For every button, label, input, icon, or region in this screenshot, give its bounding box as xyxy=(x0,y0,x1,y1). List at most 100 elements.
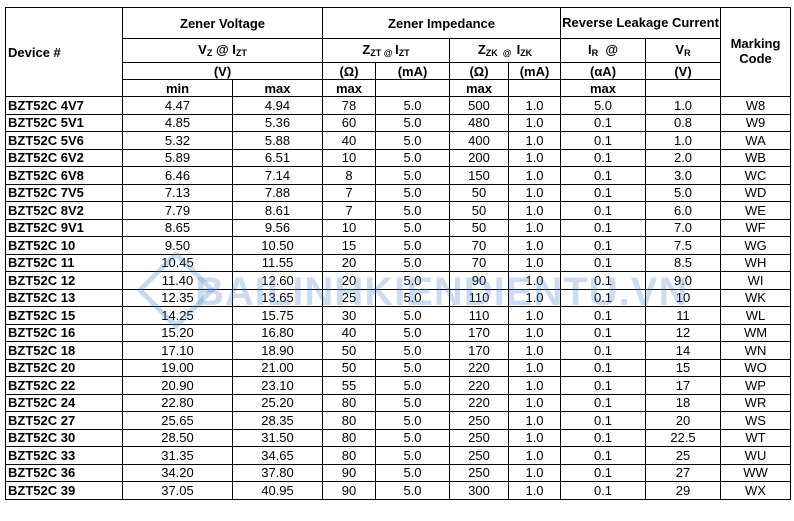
value-cell: 8 xyxy=(322,166,377,185)
value-cell: 1.0 xyxy=(508,341,562,360)
value-cell: WA xyxy=(720,131,792,150)
value-cell: 5.0 xyxy=(375,113,451,132)
value-cell: 0.1 xyxy=(560,411,647,430)
value-cell: WX xyxy=(720,481,792,500)
device-cell: BZT52C 15 xyxy=(5,306,123,325)
value-cell: 1.0 xyxy=(508,428,562,447)
value-cell: 5.0 xyxy=(375,463,451,482)
value-cell: WE xyxy=(720,201,792,220)
value-cell: 50 xyxy=(449,201,510,220)
value-cell: 8.5 xyxy=(645,253,722,272)
value-cell: 5.0 xyxy=(645,183,722,202)
value-cell: 300 xyxy=(449,481,510,500)
value-cell: 220 xyxy=(449,393,510,412)
header-sub: @ xyxy=(381,48,396,58)
value-cell: 20.90 xyxy=(122,376,233,395)
value-cell: 5.0 xyxy=(375,271,451,290)
value-cell: 20 xyxy=(322,253,377,272)
value-cell: 0.1 xyxy=(560,166,647,185)
value-cell: 34.20 xyxy=(122,463,233,482)
device-cell: BZT52C 11 xyxy=(5,253,123,272)
value-cell: 50 xyxy=(449,183,510,202)
device-cell: BZT52C 22 xyxy=(5,376,123,395)
value-cell: WP xyxy=(720,376,792,395)
value-cell: 170 xyxy=(449,341,510,360)
value-cell: 7.79 xyxy=(122,201,233,220)
value-cell: W9 xyxy=(720,113,792,132)
device-cell: BZT52C 6V8 xyxy=(5,166,123,185)
value-cell: 5.0 xyxy=(375,253,451,272)
value-cell: 40.95 xyxy=(231,481,324,500)
device-cell: BZT52C 36 xyxy=(5,463,123,482)
device-cell: BZT52C 20 xyxy=(5,358,123,377)
device-cell: BZT52C 33 xyxy=(5,446,123,465)
table-row: BZT52C 8V2 7.79 8.61 7 5.0 50 1.0 0.1 6.0 WE xyxy=(5,201,792,220)
value-cell: 40 xyxy=(322,131,377,150)
value-cell: 14.25 xyxy=(122,306,233,325)
value-cell: 25.20 xyxy=(231,393,324,412)
value-cell: 9.0 xyxy=(645,271,722,290)
value-cell: 1.0 xyxy=(508,271,562,290)
value-cell: WR xyxy=(720,393,792,412)
header-sub: ZT xyxy=(235,48,247,58)
value-cell: 1.0 xyxy=(508,148,562,167)
header-sub: ZK xyxy=(485,48,498,58)
value-cell: WG xyxy=(720,236,792,255)
value-cell: 70 xyxy=(449,253,510,272)
value-cell: 5.89 xyxy=(122,148,233,167)
value-cell: 9.56 xyxy=(231,218,324,237)
value-cell: 12.35 xyxy=(122,288,233,307)
value-cell: 250 xyxy=(449,446,510,465)
table-row: BZT52C 6V2 5.89 6.51 10 5.0 200 1.0 0.1 2.0 WB xyxy=(5,148,792,167)
value-cell: 50 xyxy=(322,341,377,360)
table-row: BZT52C 15 14.25 15.75 30 5.0 110 1.0 0.1 11 WL xyxy=(5,306,792,325)
value-cell: 7.14 xyxy=(231,166,324,185)
value-cell: 29 xyxy=(645,481,722,500)
value-cell: 1.0 xyxy=(508,411,562,430)
value-cell: 55 xyxy=(322,376,377,395)
value-cell: 13.65 xyxy=(231,288,324,307)
value-cell: 0.1 xyxy=(560,253,647,272)
table-row: BZT52C 18 17.10 18.90 50 5.0 170 1.0 0.1 14 WN xyxy=(5,341,792,360)
value-cell: 1.0 xyxy=(508,446,562,465)
value-cell: 4.85 xyxy=(122,113,233,132)
value-cell: 90 xyxy=(449,271,510,290)
value-cell: 17.10 xyxy=(122,341,233,360)
device-cell: BZT52C 5V1 xyxy=(5,113,123,132)
header-sub: @ xyxy=(497,48,517,58)
table-body: BZT52C 4V7 4.47 4.94 78 5.0 500 1.0 5.0 1.0 W8 BZT… xyxy=(5,96,792,500)
value-cell: 220 xyxy=(449,358,510,377)
unit-cell: (αA) xyxy=(560,62,647,80)
device-cell: BZT52C 7V5 xyxy=(5,183,123,202)
header-sub: ZT xyxy=(370,48,382,58)
value-cell: 7.0 xyxy=(645,218,722,237)
value-cell: 90 xyxy=(322,463,377,482)
value-cell: 0.1 xyxy=(560,463,647,482)
value-cell: WW xyxy=(720,463,792,482)
empty-cell xyxy=(375,79,451,97)
header-sub: R xyxy=(591,48,599,58)
value-cell: 480 xyxy=(449,113,510,132)
value-cell: 22.80 xyxy=(122,393,233,412)
value-cell: 250 xyxy=(449,463,510,482)
value-cell: WS xyxy=(720,411,792,430)
header-cell: ZZK @ IZK xyxy=(449,38,562,63)
value-cell: 5.0 xyxy=(375,481,451,500)
value-cell: 30 xyxy=(322,306,377,325)
value-cell: W8 xyxy=(720,96,792,115)
value-cell: 1.0 xyxy=(508,183,562,202)
value-cell: 5.0 xyxy=(375,428,451,447)
table-row: BZT52C 11 10.45 11.55 20 5.0 70 1.0 0.1 8.5 WH xyxy=(5,253,792,272)
device-cell: BZT52C 30 xyxy=(5,428,123,447)
value-cell: 19.00 xyxy=(122,358,233,377)
header-cell: VZ @ IZT xyxy=(121,38,324,63)
empty-cell xyxy=(508,79,562,97)
value-cell: 7 xyxy=(322,183,377,202)
value-cell: 1.0 xyxy=(508,236,562,255)
value-cell: 5.0 xyxy=(375,201,451,220)
device-cell: BZT52C 6V2 xyxy=(5,148,123,167)
value-cell: 50 xyxy=(322,358,377,377)
value-cell: 6.51 xyxy=(231,148,324,167)
value-cell: 0.1 xyxy=(560,113,647,132)
